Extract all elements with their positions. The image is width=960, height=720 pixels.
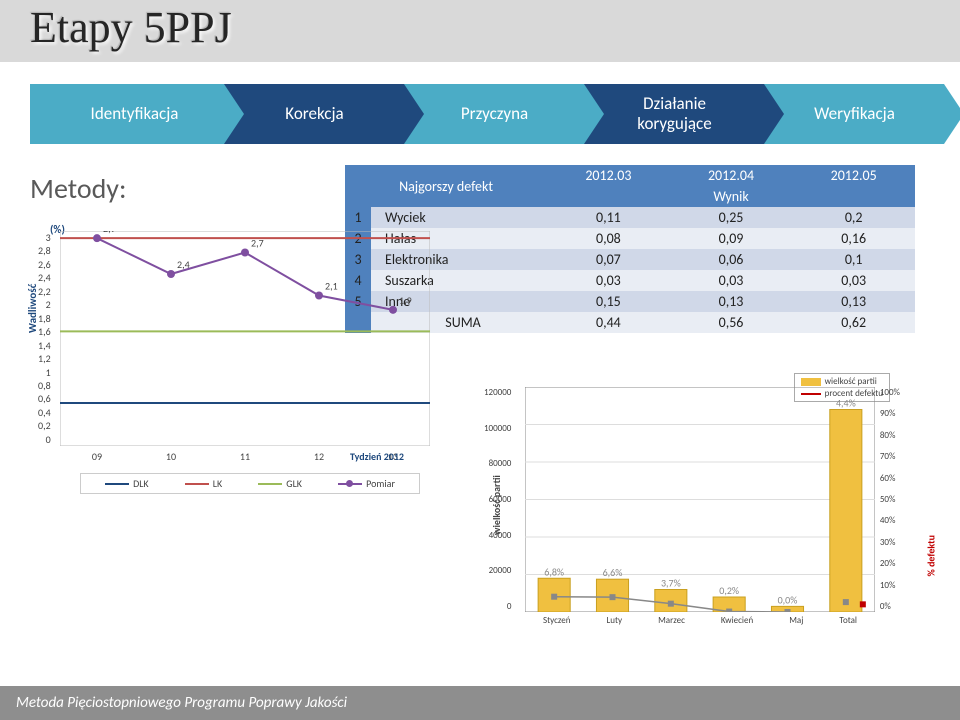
pareto-ylabel2: % defektu (924, 535, 937, 576)
col-defect: Najgorszy defekt (345, 165, 547, 207)
footer-text: Metoda Pięciostopniowego Programu Popraw… (16, 694, 347, 712)
svg-text:2,1: 2,1 (325, 280, 338, 293)
svg-text:1,9: 1,9 (399, 294, 412, 307)
pareto-yticks2: 100%90%80%70%60%50%40%30%20%10%0% (880, 387, 900, 612)
svg-text:6,8%: 6,8% (544, 565, 564, 578)
step-identyfikacja: Identyfikacja (30, 84, 224, 144)
x-axis-title: Tydzień 2012 (350, 450, 404, 463)
svg-text:0,0%: 0,0% (778, 593, 798, 606)
pareto-yticks: 120000100000800006000040000200000 (484, 387, 511, 612)
title-bar: Etapy 5PPJ (0, 0, 960, 62)
footer: Metoda Pięciostopniowego Programu Popraw… (0, 686, 960, 720)
svg-text:2,9: 2,9 (103, 231, 116, 235)
line-chart-legend: DLKLKGLKPomiar (80, 473, 420, 494)
pareto-xticks: StyczeńLutyMarzecKwiecieńMajTotal (525, 615, 875, 626)
col-wynik: Wynik (547, 186, 915, 207)
svg-text:6,6%: 6,6% (603, 566, 623, 579)
svg-text:4,4%: 4,4% (836, 397, 856, 410)
pareto-svg: 6,8%6,6%3,7%0,2%0,0%4,4%3,4% (525, 387, 875, 612)
svg-text:0,2%: 0,2% (719, 584, 739, 597)
line-chart: (%) Wadliwość 32,82,62,42,221,81,61,41,2… (30, 225, 460, 495)
svg-text:2,4: 2,4 (177, 258, 190, 271)
col-2012-05: 2012.05 (792, 165, 915, 186)
metody-label: Metody: (30, 171, 126, 206)
svg-text:3,7%: 3,7% (661, 577, 681, 590)
y-ticks: 32,82,62,42,221,81,61,41,210,80,60,40,20 (38, 231, 51, 446)
col-2012-03: 2012.03 (547, 165, 670, 186)
svg-text:2,7: 2,7 (251, 237, 264, 250)
col-2012-04: 2012.04 (670, 165, 793, 186)
pareto-chart: wielkość partii procent defektu wielkość… (470, 375, 930, 665)
chevron-row: Identyfikacja Korekcja Przyczyna Działan… (30, 84, 930, 144)
page-title: Etapy 5PPJ (30, 2, 232, 53)
line-chart-svg: 2,9 2,4 2,7 2,1 1,9 (60, 231, 430, 446)
